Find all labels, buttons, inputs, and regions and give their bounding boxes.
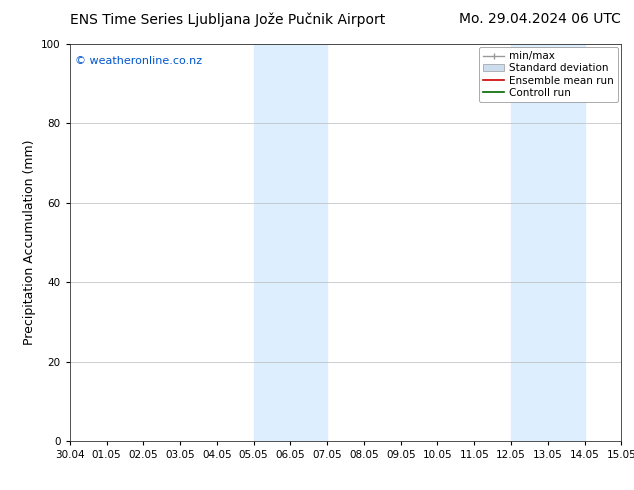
Bar [511,44,585,441]
Text: © weatheronline.co.nz: © weatheronline.co.nz [75,56,202,66]
Y-axis label: Precipitation Accumulation (mm): Precipitation Accumulation (mm) [23,140,36,345]
Bar [254,44,327,441]
Text: ENS Time Series Ljubljana Jože Pučnik Airport: ENS Time Series Ljubljana Jože Pučnik Ai… [70,12,385,27]
Legend: min/max, Standard deviation, Ensemble mean run, Controll run: min/max, Standard deviation, Ensemble me… [479,47,618,102]
Text: Mo. 29.04.2024 06 UTC: Mo. 29.04.2024 06 UTC [460,12,621,26]
